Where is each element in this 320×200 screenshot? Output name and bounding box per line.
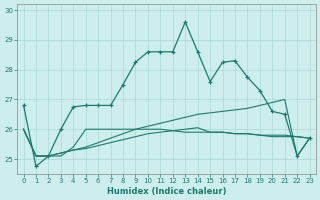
X-axis label: Humidex (Indice chaleur): Humidex (Indice chaleur): [107, 187, 226, 196]
